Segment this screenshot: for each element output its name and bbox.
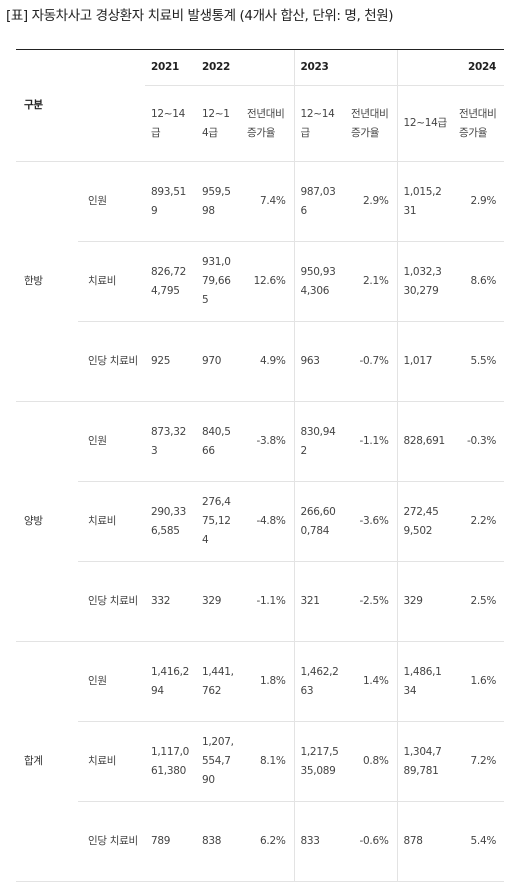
value-2022-cell: 959,598 bbox=[196, 161, 242, 242]
row-item-label: 인당 치료비 bbox=[78, 561, 146, 642]
row-item-label: 인당 치료비 bbox=[78, 801, 146, 882]
change-2023-cell: 1.4% bbox=[345, 641, 398, 722]
change-2024-cell: 8.6% bbox=[453, 241, 505, 322]
value-2024-cell: 1,015,231 bbox=[396, 161, 454, 242]
value-2022-cell: 970 bbox=[196, 321, 242, 402]
year-header-2021: 2021 bbox=[145, 49, 197, 86]
table-row: 치료비 1,117,061,380 1,207,554,790 8.1% 1,217,5… bbox=[16, 721, 505, 802]
value-2024-cell: 1,304,789,781 bbox=[396, 721, 454, 802]
value-2021-cell: 893,519 bbox=[145, 161, 197, 242]
table-row: 합계 인원 1,416,294 1,441,762 1.8% 1,462,263 1.4% 1… bbox=[16, 641, 505, 882]
change-2023-cell: -1.1% bbox=[345, 401, 398, 482]
value-2023-cell: 963 bbox=[293, 321, 346, 402]
value-2021-cell: 789 bbox=[145, 801, 197, 882]
change-2024-cell: -0.3% bbox=[453, 401, 505, 482]
change-2023-cell: 2.1% bbox=[345, 241, 398, 322]
value-2024-cell: 828,691 bbox=[396, 401, 454, 482]
value-2023-cell: 950,934,306 bbox=[293, 241, 346, 322]
value-2023-cell: 833 bbox=[293, 801, 346, 882]
change-2024-cell: 5.4% bbox=[453, 801, 505, 882]
change-2022-cell: 7.4% bbox=[241, 161, 295, 242]
value-2021-cell: 826,724,795 bbox=[145, 241, 197, 322]
value-2022-cell: 1,441,762 bbox=[196, 641, 242, 722]
table-row: 치료비 826,724,795 931,079,665 12.6% 950,934,30… bbox=[16, 241, 505, 322]
value-2021-cell: 332 bbox=[145, 561, 197, 642]
subheader-change-2024: 전년대비 증가율 bbox=[453, 85, 505, 162]
change-2022-cell: -4.8% bbox=[241, 481, 295, 562]
group-label: 한방 bbox=[16, 161, 78, 402]
treatment-cost-table: 구분 2021 2022 2023 2024 12~14급 12~14급 전년대… bbox=[16, 49, 505, 882]
group-label: 양방 bbox=[16, 401, 78, 642]
value-2023-cell: 321 bbox=[293, 561, 346, 642]
value-2021-cell: 1,117,061,380 bbox=[145, 721, 197, 802]
value-2024-cell: 878 bbox=[396, 801, 454, 882]
value-2024-cell: 1,017 bbox=[396, 321, 454, 402]
row-item-label: 치료비 bbox=[78, 241, 146, 322]
change-2022-cell: -3.8% bbox=[241, 401, 295, 482]
value-2022-cell: 1,207,554,790 bbox=[196, 721, 242, 802]
value-2022-cell: 276,475,124 bbox=[196, 481, 242, 562]
subheader-change-2022: 전년대비 증가율 bbox=[241, 85, 295, 162]
table-caption: [표] 자동차사고 경상환자 치료비 발생통계 (4개사 합산, 단위: 명, … bbox=[6, 8, 394, 24]
change-2023-cell: 2.9% bbox=[345, 161, 398, 242]
change-2024-cell: 2.9% bbox=[453, 161, 505, 242]
change-2022-cell: 4.9% bbox=[241, 321, 295, 402]
subheader-grade-2022: 12~14급 bbox=[196, 85, 242, 162]
value-2024-cell: 329 bbox=[396, 561, 454, 642]
table-row: 인당 치료비 925 970 4.9% 963 -0.7% 1,017 5.5% bbox=[16, 321, 505, 402]
change-2022-cell: -1.1% bbox=[241, 561, 295, 642]
change-2024-cell: 2.5% bbox=[453, 561, 505, 642]
change-2023-cell: -0.7% bbox=[345, 321, 398, 402]
row-item-label: 치료비 bbox=[78, 481, 146, 562]
change-2023-cell: -2.5% bbox=[345, 561, 398, 642]
change-2024-cell: 5.5% bbox=[453, 321, 505, 402]
value-2023-cell: 1,462,263 bbox=[293, 641, 346, 722]
subheader-grade-2021: 12~14급 bbox=[145, 85, 197, 162]
value-2023-cell: 266,600,784 bbox=[293, 481, 346, 562]
subheader-change-2023: 전년대비 증가율 bbox=[345, 85, 398, 162]
value-2021-cell: 290,336,585 bbox=[145, 481, 197, 562]
table-row: 양방 인원 873,323 840,566 -3.8% 830,942 -1.1% 828,6… bbox=[16, 401, 505, 642]
change-2022-cell: 8.1% bbox=[241, 721, 295, 802]
category-header: 구분 bbox=[16, 49, 146, 162]
change-2024-cell: 7.2% bbox=[453, 721, 505, 802]
row-item-label: 인원 bbox=[78, 641, 146, 722]
value-2021-cell: 873,323 bbox=[145, 401, 197, 482]
value-2023-cell: 1,217,535,089 bbox=[293, 721, 346, 802]
change-2024-cell: 2.2% bbox=[453, 481, 505, 562]
value-2024-cell: 272,459,502 bbox=[396, 481, 454, 562]
change-2023-cell: -3.6% bbox=[345, 481, 398, 562]
value-2022-cell: 840,566 bbox=[196, 401, 242, 482]
change-2022-cell: 1.8% bbox=[241, 641, 295, 722]
row-item-label: 인원 bbox=[78, 161, 146, 242]
year-header-2023: 2023 bbox=[293, 49, 398, 86]
year-header-2024: 2024 bbox=[396, 49, 505, 86]
row-item-label: 인원 bbox=[78, 401, 146, 482]
change-2022-cell: 12.6% bbox=[241, 241, 295, 322]
value-2022-cell: 329 bbox=[196, 561, 242, 642]
value-2022-cell: 838 bbox=[196, 801, 242, 882]
table-row: 한방 인원 893,519 959,598 7.4% 987,036 2.9% 1,015,2… bbox=[16, 161, 505, 402]
group-label: 합계 bbox=[16, 641, 78, 882]
value-2021-cell: 1,416,294 bbox=[145, 641, 197, 722]
value-2021-cell: 925 bbox=[145, 321, 197, 402]
value-2022-cell: 931,079,665 bbox=[196, 241, 242, 322]
change-2023-cell: 0.8% bbox=[345, 721, 398, 802]
table-row: 인당 치료비 332 329 -1.1% 321 -2.5% 329 2.5% bbox=[16, 561, 505, 642]
year-header-2022: 2022 bbox=[196, 49, 295, 86]
subheader-grade-2023: 12~14급 bbox=[293, 85, 346, 162]
table-row: 인당 치료비 789 838 6.2% 833 -0.6% 878 5.4% bbox=[16, 801, 505, 882]
subheader-grade-2024: 12~14급 bbox=[396, 85, 454, 162]
value-2024-cell: 1,032,330,279 bbox=[396, 241, 454, 322]
value-2023-cell: 830,942 bbox=[293, 401, 346, 482]
row-item-label: 인당 치료비 bbox=[78, 321, 146, 402]
table-row: 치료비 290,336,585 276,475,124 -4.8% 266,600,78… bbox=[16, 481, 505, 562]
change-2022-cell: 6.2% bbox=[241, 801, 295, 882]
row-item-label: 치료비 bbox=[78, 721, 146, 802]
change-2023-cell: -0.6% bbox=[345, 801, 398, 882]
change-2024-cell: 1.6% bbox=[453, 641, 505, 722]
value-2023-cell: 987,036 bbox=[293, 161, 346, 242]
value-2024-cell: 1,486,134 bbox=[396, 641, 454, 722]
